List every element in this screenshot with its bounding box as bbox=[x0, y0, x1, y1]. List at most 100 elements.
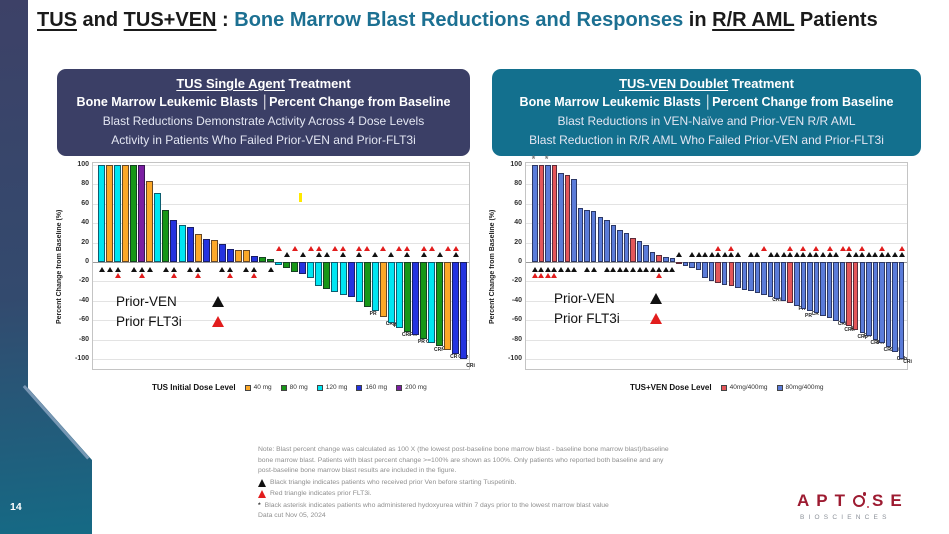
prior-flt3i-marker bbox=[787, 246, 794, 251]
waterfall-bar bbox=[218, 243, 226, 262]
prior-ven-marker bbox=[323, 252, 330, 257]
waterfall-bar bbox=[355, 262, 363, 302]
prior-ven-marker bbox=[251, 267, 258, 272]
gridline bbox=[526, 203, 907, 205]
prior-flt3i-marker bbox=[728, 246, 735, 251]
waterfall-bar bbox=[649, 252, 656, 262]
prior-flt3i-marker bbox=[444, 246, 451, 251]
aptose-wordmark: APT SE bbox=[797, 491, 909, 511]
left-dose-legend-title: TUS Initial Dose Level bbox=[152, 383, 236, 392]
y-axis-tick-label: -60 bbox=[511, 316, 522, 324]
prior-ven-marker bbox=[813, 252, 820, 257]
prior-flt3i-marker bbox=[396, 246, 403, 251]
prior-flt3i-marker bbox=[531, 273, 538, 278]
dose-color-swatch bbox=[316, 384, 323, 391]
dose-legend-label: 40mg/400mg bbox=[729, 384, 768, 391]
waterfall-bar bbox=[371, 262, 379, 312]
prior-flt3i-label: Prior FLT3i bbox=[554, 311, 620, 326]
waterfall-bar bbox=[866, 262, 872, 336]
y-axis-tick-label: 40 bbox=[514, 219, 522, 227]
prior-ven-marker bbox=[793, 252, 800, 257]
title-patients: Patients bbox=[794, 9, 878, 31]
y-axis-tick-label: -100 bbox=[74, 355, 89, 362]
prior-flt3i-marker bbox=[315, 246, 322, 251]
black-triangle-icon bbox=[650, 293, 662, 304]
waterfall-bar bbox=[715, 262, 721, 284]
y-axis-tick-label: -100 bbox=[507, 355, 522, 362]
waterfall-bar bbox=[610, 225, 617, 262]
left-header-line4: Activity in Patients Who Failed Prior-VE… bbox=[111, 133, 416, 147]
waterfall-bar bbox=[194, 233, 202, 262]
prior-ven-marker bbox=[734, 252, 741, 257]
dose-legend-label: 200 mg bbox=[405, 384, 427, 391]
prior-ven-marker bbox=[721, 252, 728, 257]
logo-molecule-o-icon bbox=[853, 492, 869, 508]
dose-color-swatch bbox=[396, 384, 403, 391]
prior-ven-marker bbox=[898, 252, 905, 257]
prior-flt3i-marker bbox=[761, 246, 767, 251]
footnote-black-triangle-row: Black triangle indicates patients who re… bbox=[258, 478, 670, 489]
left-chart-prior-therapy-legend: Prior-VEN Prior FLT3i bbox=[116, 294, 224, 334]
prior-flt3i-marker bbox=[331, 246, 338, 251]
waterfall-bar bbox=[748, 262, 754, 292]
waterfall-bar bbox=[114, 165, 122, 262]
footnote-block: Note: Blast percent change was calculate… bbox=[258, 445, 670, 522]
left-header-line1: TUS Single Agent Treatment bbox=[57, 74, 470, 93]
gridline bbox=[526, 242, 907, 244]
prior-ven-marker bbox=[688, 252, 695, 257]
prior-flt3i-marker bbox=[859, 246, 866, 251]
prior-ven-marker bbox=[267, 267, 274, 272]
prior-ven-marker bbox=[571, 267, 578, 272]
waterfall-bar bbox=[571, 178, 577, 262]
y-axis-tick-label: 0 bbox=[518, 258, 522, 265]
slide-title: TUS and TUS+VEN : Bone Marrow Blast Redu… bbox=[37, 9, 942, 32]
prior-ven-marker bbox=[623, 267, 630, 272]
waterfall-bar bbox=[630, 237, 636, 262]
right-chart-dose-legend: TUS+VEN Dose Level 40mg/400mg 80mg/400mg bbox=[630, 383, 824, 392]
response-label: PR bbox=[369, 310, 377, 317]
prior-ven-marker bbox=[98, 267, 105, 272]
waterfall-bar bbox=[721, 262, 728, 286]
prior-ven-marker bbox=[643, 267, 650, 272]
prior-ven-marker bbox=[780, 252, 787, 257]
y-axis-tick-label: 100 bbox=[510, 161, 522, 168]
right-header-line1: TUS-VEN Doublet Treatment bbox=[492, 74, 921, 93]
prior-flt3i-marker bbox=[656, 273, 663, 278]
waterfall-bar bbox=[420, 262, 427, 339]
waterfall-bar bbox=[682, 262, 689, 266]
waterfall-bar bbox=[138, 165, 146, 262]
gridline bbox=[526, 184, 907, 186]
waterfall-bar bbox=[210, 239, 218, 262]
dose-legend-item: 80mg/400mg bbox=[776, 384, 824, 391]
waterfall-bar bbox=[98, 165, 105, 262]
dose-color-swatch bbox=[776, 384, 783, 391]
yellow-segment-annotation bbox=[299, 193, 303, 202]
waterfall-bar bbox=[267, 259, 275, 262]
dose-color-swatch bbox=[356, 384, 363, 391]
y-axis-tick-label: -40 bbox=[78, 296, 89, 304]
prior-ven-marker bbox=[340, 252, 346, 257]
prior-flt3i-marker bbox=[846, 246, 853, 251]
y-axis-tick-label: -20 bbox=[78, 277, 89, 285]
waterfall-bar bbox=[800, 262, 807, 309]
waterfall-bar bbox=[250, 256, 258, 262]
waterfall-bar bbox=[898, 262, 905, 359]
waterfall-bar bbox=[307, 262, 315, 278]
waterfall-bar bbox=[460, 262, 468, 359]
waterfall-bar bbox=[708, 262, 715, 282]
prior-ven-marker bbox=[885, 252, 892, 257]
waterfall-bar bbox=[590, 210, 597, 262]
right-dose-legend-title: TUS+VEN Dose Level bbox=[630, 383, 712, 392]
waterfall-bar bbox=[617, 229, 623, 262]
red-triangle-icon bbox=[258, 490, 266, 499]
response-label: CR bbox=[811, 310, 819, 317]
gridline bbox=[526, 359, 907, 360]
waterfall-bar bbox=[315, 262, 323, 287]
waterfall-bar bbox=[761, 262, 767, 295]
waterfall-bar bbox=[577, 207, 584, 262]
waterfall-bar bbox=[202, 238, 210, 262]
prior-ven-marker bbox=[544, 267, 551, 272]
prior-ven-marker bbox=[436, 252, 443, 257]
prior-ven-marker bbox=[130, 267, 137, 272]
